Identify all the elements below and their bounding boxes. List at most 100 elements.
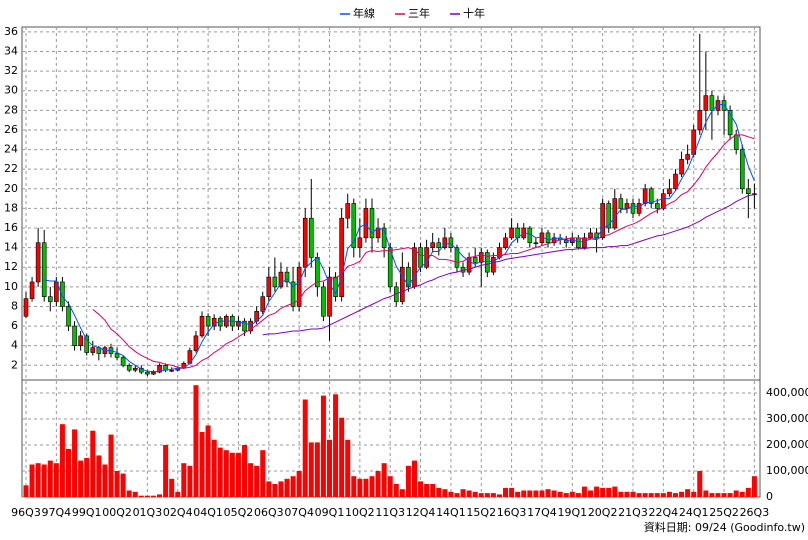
x-tick-label: 02Q4 [163, 506, 193, 519]
volume-bar [308, 442, 314, 497]
y-tick-label: 34 [4, 45, 18, 58]
volume-bar [284, 478, 290, 497]
candle-body [266, 276, 272, 297]
y-tick-label: 10 [4, 280, 18, 293]
candle-body [290, 281, 296, 307]
volume-bar [72, 429, 78, 497]
volume-bar [84, 458, 90, 497]
volume-bar [351, 476, 357, 497]
footer: 資料日期: 09/24 (Goodinfo.tw) [644, 520, 805, 534]
volume-bar [138, 495, 144, 497]
volume-bar [393, 484, 399, 497]
volume-bar [600, 487, 606, 497]
candle-body [193, 335, 199, 351]
y2-tick-label: 400,000 [766, 386, 808, 399]
x-tick-label: 06Q3 [254, 506, 284, 519]
volume-bar [472, 491, 478, 497]
volume-bar [96, 455, 102, 497]
candle-body [739, 149, 745, 190]
candle-body [582, 237, 587, 248]
candle-body [746, 188, 751, 194]
y-tick-label: 20 [4, 182, 18, 195]
volume-bar [521, 490, 527, 497]
candle-body [721, 100, 727, 111]
candle-body [600, 203, 605, 239]
candle-body [351, 203, 357, 248]
volume-bar [278, 481, 284, 497]
candle-body [278, 271, 284, 288]
candle-body [157, 364, 162, 373]
x-tick-label: 09Q1 [315, 506, 345, 519]
candle-body [387, 247, 393, 288]
candle-body [205, 315, 211, 327]
volume-bar [442, 489, 448, 497]
y2-tick-label: 300,000 [766, 412, 808, 425]
legend-label: 年線 [353, 6, 375, 20]
volume-bar [527, 490, 533, 497]
x-tick-label: 21Q3 [618, 506, 648, 519]
x-tick-label: 10Q2 [345, 506, 375, 519]
volume-bar [672, 493, 678, 497]
y-tick-label: 6 [11, 319, 18, 332]
x-tick-label: 99Q1 [72, 506, 102, 519]
candle-body [612, 198, 618, 229]
candle-body [72, 325, 77, 346]
x-tick-label: 24Q1 [679, 506, 709, 519]
volume-bar [375, 471, 381, 497]
volume-bar [648, 493, 654, 497]
volume-bar [369, 476, 375, 497]
candle-body [679, 159, 684, 175]
candle-body [491, 257, 496, 273]
candle-body [35, 242, 41, 283]
volume-bar [478, 493, 484, 497]
volume-bar [229, 452, 235, 497]
volume-bar [35, 463, 41, 497]
candle-body [503, 237, 508, 248]
volume-bar [575, 493, 581, 497]
x-tick-label: 05Q2 [224, 506, 254, 519]
y-tick-label: 28 [4, 103, 18, 116]
volume-bar [157, 494, 163, 497]
volume-bar [539, 490, 545, 497]
candle-body [66, 306, 71, 327]
candle-body [272, 276, 278, 288]
y-tick-label: 30 [4, 84, 18, 97]
volume-bar [205, 425, 211, 497]
x-tick-label: 07Q4 [284, 506, 314, 519]
y-tick-label: 14 [4, 241, 18, 254]
volume-bar [387, 476, 393, 497]
volume-bar [418, 481, 424, 497]
volume-bar [660, 493, 666, 497]
y2-tick-label: 100,000 [766, 464, 808, 477]
volume-bar [411, 460, 417, 497]
volume-bar [733, 490, 739, 497]
volume-bar [381, 463, 387, 497]
x-tick-label: 15Q2 [466, 506, 496, 519]
volume-bar [169, 478, 175, 497]
volume-bar [454, 493, 460, 497]
candle-body [478, 252, 484, 263]
candle-body [642, 188, 648, 204]
candle-body [430, 242, 435, 248]
candle-body [248, 320, 253, 332]
volume-bar [496, 494, 502, 497]
candle-body [576, 237, 581, 248]
candle-body [363, 208, 369, 239]
volume-bar [448, 491, 454, 497]
candle-body [448, 237, 454, 248]
volume-bar [53, 463, 59, 497]
volume-bar [624, 491, 630, 497]
y-tick-label: 4 [11, 339, 18, 352]
x-tick-label: 04Q1 [193, 506, 223, 519]
volume-bar [697, 471, 703, 497]
volume-bar [235, 452, 241, 497]
volume-bar [211, 439, 217, 497]
candle-body [654, 203, 660, 209]
candle-body [648, 188, 654, 204]
volume-bar [399, 489, 405, 497]
volume-bar [727, 493, 733, 497]
candle-body [242, 320, 247, 332]
candle-body [296, 266, 302, 307]
x-tick-label: 22Q4 [649, 506, 679, 519]
